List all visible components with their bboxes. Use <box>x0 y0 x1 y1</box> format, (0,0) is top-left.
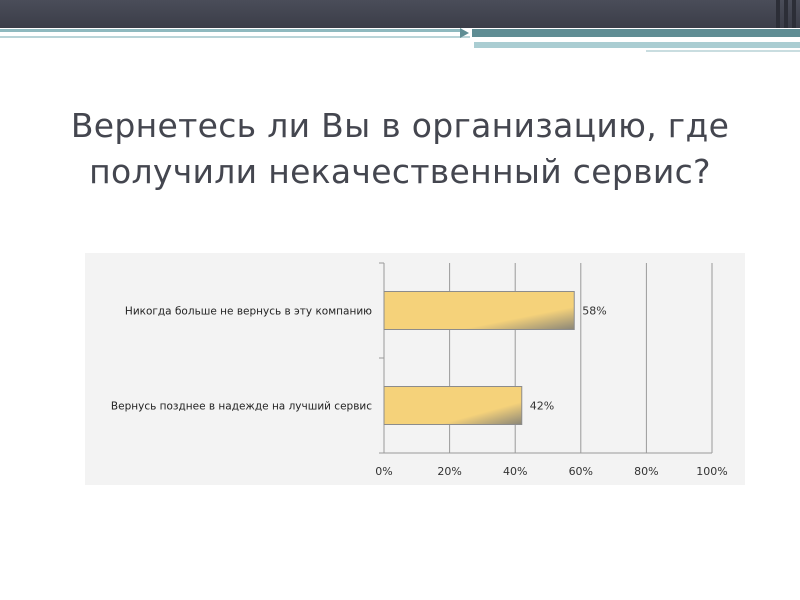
chart-canvas: 0% 20% 40% 60% 80% 100% Никогда больше не верн… <box>111 262 728 478</box>
bar-chart: 0% 20% 40% 60% 80% 100% Никогда больше не верн… <box>85 253 745 485</box>
accent-stripe <box>472 29 800 37</box>
category-label: Никогда больше не вернусь в эту компанию <box>125 306 372 318</box>
x-tick-label: 100% <box>696 465 727 478</box>
x-tick-label: 40% <box>503 465 527 478</box>
accent-stripe <box>646 50 800 52</box>
page-title: Вернетесь ли Вы в организацию, где получ… <box>20 103 780 195</box>
x-tick-label: 80% <box>634 465 658 478</box>
accent-stripe <box>0 29 460 32</box>
bar <box>383 386 523 425</box>
x-tick-label: 60% <box>569 465 593 478</box>
header-decoration <box>776 0 780 28</box>
bar <box>383 291 575 330</box>
header-decoration <box>792 0 796 28</box>
header-bar <box>0 0 800 28</box>
title-line: Вернетесь ли Вы в организацию, где <box>70 106 730 145</box>
accent-stripe <box>474 42 800 48</box>
data-label: 58% <box>582 305 606 318</box>
x-tick-label: 0% <box>375 465 392 478</box>
arrow-marker <box>460 28 469 38</box>
x-tick-label: 20% <box>437 465 461 478</box>
title-line: получили некачественный сервис? <box>89 152 711 191</box>
data-label: 42% <box>530 400 554 413</box>
header-decoration <box>784 0 788 28</box>
category-label: Вернусь позднее в надежде на лучший серв… <box>111 401 372 413</box>
accent-stripe <box>0 36 470 38</box>
